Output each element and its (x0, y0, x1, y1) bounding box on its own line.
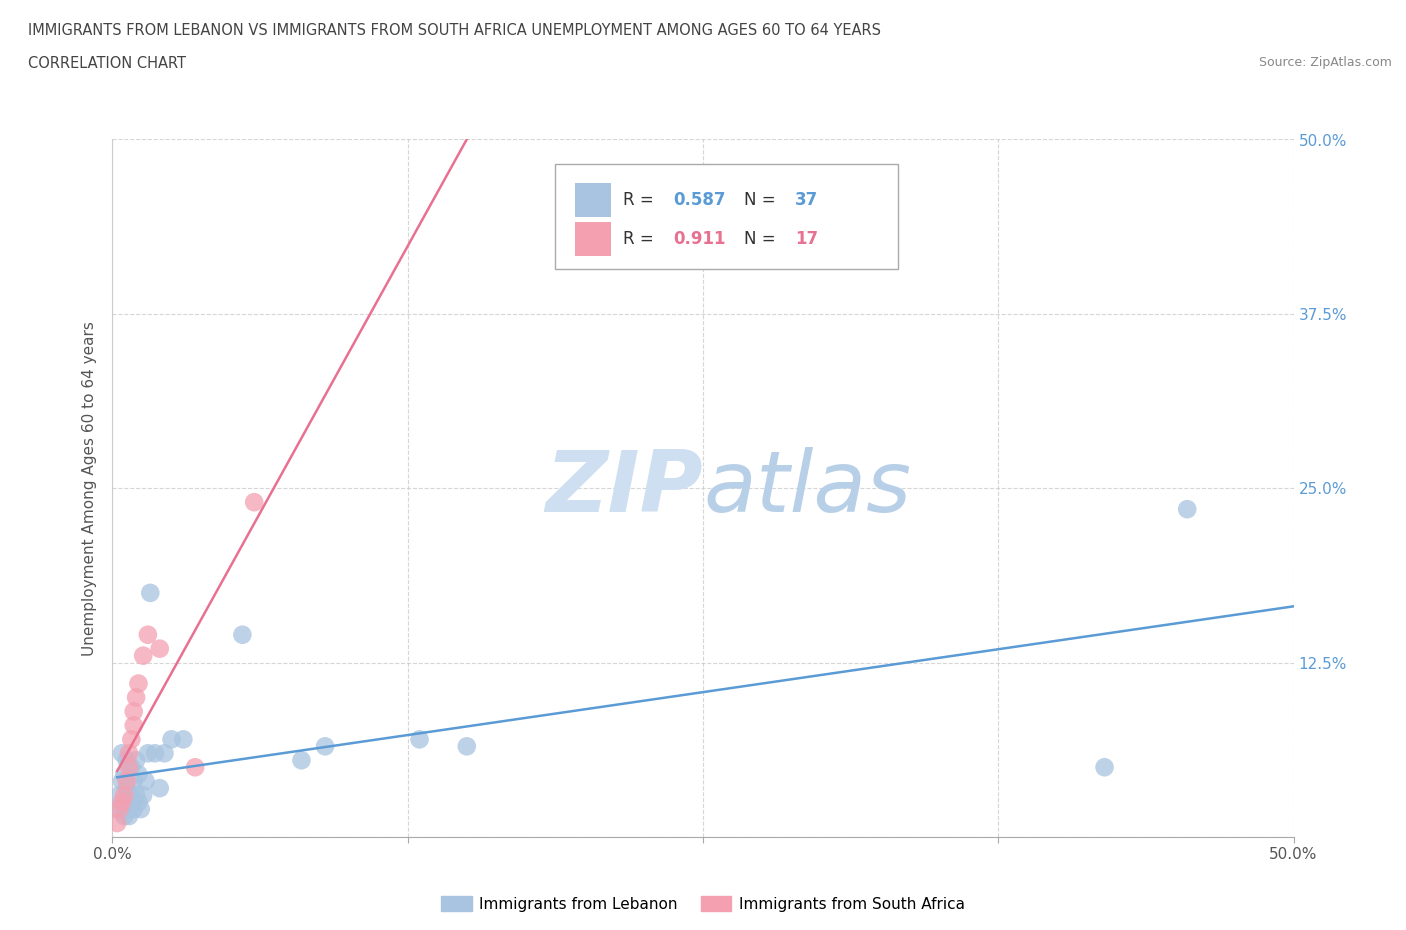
Point (115, 802, 138, 817)
Point (408, 732, 430, 747)
Text: R =: R = (623, 191, 658, 208)
Text: CORRELATION CHART: CORRELATION CHART (28, 56, 186, 71)
Point (1094, 760, 1116, 775)
Point (127, 676, 149, 691)
Point (314, 738, 336, 753)
Text: R =: R = (623, 230, 658, 247)
Point (108, 802, 131, 817)
Point (118, 809, 141, 824)
Point (149, 642, 172, 657)
Point (115, 753, 138, 768)
Point (118, 746, 141, 761)
Point (290, 753, 312, 768)
Point (112, 766, 135, 781)
Point (112, 788, 135, 803)
Point (125, 788, 148, 803)
Text: atlas: atlas (703, 446, 911, 530)
Text: N =: N = (744, 191, 782, 208)
Point (122, 802, 145, 817)
Point (125, 753, 148, 768)
Point (122, 774, 145, 789)
Point (231, 628, 253, 643)
Point (143, 746, 166, 761)
Point (149, 781, 172, 796)
Point (243, 495, 266, 510)
Point (127, 766, 149, 781)
Text: ZIP: ZIP (546, 446, 703, 530)
Bar (575, 182, 610, 217)
Point (135, 774, 157, 789)
Point (132, 648, 155, 663)
Point (153, 746, 176, 761)
Point (136, 746, 159, 761)
Point (129, 802, 152, 817)
Point (122, 704, 145, 719)
Point (122, 718, 145, 733)
Point (184, 760, 207, 775)
Point (120, 732, 142, 747)
Point (139, 586, 162, 601)
Point (136, 628, 159, 643)
Text: 0.587: 0.587 (673, 191, 725, 208)
Point (105, 802, 128, 817)
Text: IMMIGRANTS FROM LEBANON VS IMMIGRANTS FROM SOUTH AFRICA UNEMPLOYMENT AMONG AGES : IMMIGRANTS FROM LEBANON VS IMMIGRANTS FR… (28, 23, 882, 38)
Point (172, 732, 194, 747)
Point (105, 816, 128, 830)
Point (111, 774, 134, 789)
Point (1175, 502, 1198, 517)
Point (125, 690, 148, 705)
Point (120, 794, 142, 809)
Point (118, 760, 141, 775)
Text: 37: 37 (796, 191, 818, 208)
Point (132, 788, 155, 803)
Point (118, 788, 141, 803)
Point (111, 794, 134, 809)
Point (115, 781, 138, 796)
Point (127, 794, 149, 809)
Point (112, 794, 135, 809)
Legend: Immigrants from Lebanon, Immigrants from South Africa: Immigrants from Lebanon, Immigrants from… (434, 889, 972, 918)
Point (456, 738, 478, 753)
Y-axis label: Unemployment Among Ages 60 to 64 years: Unemployment Among Ages 60 to 64 years (82, 321, 97, 656)
Point (111, 746, 134, 761)
Bar (575, 221, 610, 256)
Point (108, 788, 131, 803)
Text: Source: ZipAtlas.com: Source: ZipAtlas.com (1258, 56, 1392, 69)
Point (120, 760, 142, 775)
Point (160, 732, 183, 747)
Text: 17: 17 (796, 230, 818, 247)
FancyBboxPatch shape (555, 164, 898, 269)
Text: N =: N = (744, 230, 782, 247)
Text: 0.911: 0.911 (673, 230, 725, 247)
Point (115, 774, 138, 789)
Point (112, 809, 135, 824)
